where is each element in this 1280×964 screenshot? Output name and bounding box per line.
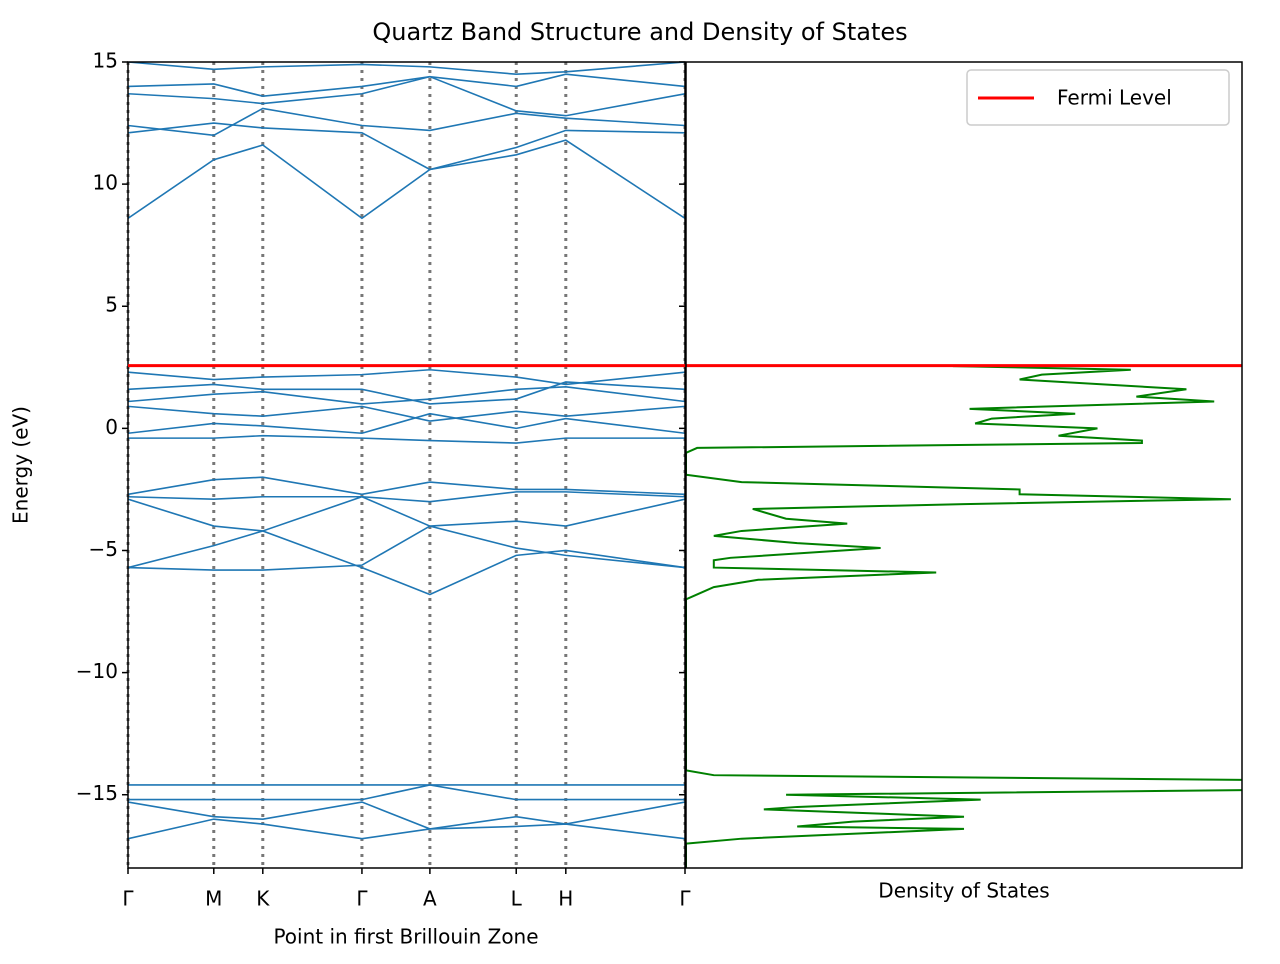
- axes-frame: [127, 61, 686, 869]
- x-axis-label: Density of States: [878, 879, 1049, 903]
- legend-box: [966, 69, 1230, 126]
- band-line: [128, 412, 685, 435]
- chart-title: Quartz Band Structure and Density of Sta…: [372, 18, 907, 46]
- band-line: [128, 386, 685, 405]
- band-line: [128, 491, 685, 503]
- band-line: [128, 818, 685, 840]
- band-line: [128, 75, 685, 117]
- x-tick-label: L: [511, 887, 523, 911]
- band-line: [128, 530, 685, 596]
- x-tick-label: A: [423, 887, 437, 911]
- band-line: [128, 139, 685, 220]
- axes-frame: [685, 61, 1243, 869]
- x-tick-label: K: [256, 887, 270, 911]
- band-line: [128, 525, 685, 571]
- y-tick-label: 10: [93, 171, 118, 195]
- band-line: [128, 434, 685, 444]
- y-tick-label: −5: [89, 537, 118, 561]
- band-line: [128, 801, 685, 830]
- y-tick-label: 15: [93, 49, 118, 73]
- y-tick-label: 5: [105, 293, 118, 317]
- x-tick-label: Γ: [122, 887, 134, 911]
- band-line: [128, 73, 685, 98]
- band-line: [128, 381, 685, 405]
- y-tick-label: −15: [76, 781, 118, 805]
- x-tick-label: Γ: [356, 887, 368, 911]
- band-line: [128, 368, 685, 386]
- band-line: [128, 62, 685, 76]
- band-line: [128, 405, 685, 422]
- band-line: [128, 476, 685, 496]
- legend-label: Fermi Level: [1057, 86, 1172, 110]
- x-tick-label: H: [558, 887, 573, 911]
- y-tick-label: −10: [76, 659, 118, 683]
- band-line: [128, 784, 685, 801]
- plot-area: [128, 62, 685, 840]
- band-line: [128, 495, 685, 532]
- dos-curve: [686, 365, 1242, 868]
- x-tick-label: M: [205, 887, 222, 911]
- y-tick-label: 0: [105, 415, 118, 439]
- plot-area: [686, 365, 1242, 868]
- x-tick-label: Γ: [679, 887, 691, 911]
- band-line: [128, 122, 685, 171]
- x-axis-label: Point in first Brillouin Zone: [273, 925, 538, 949]
- band-line: [128, 107, 685, 137]
- y-axis-label: Energy (eV): [9, 406, 33, 524]
